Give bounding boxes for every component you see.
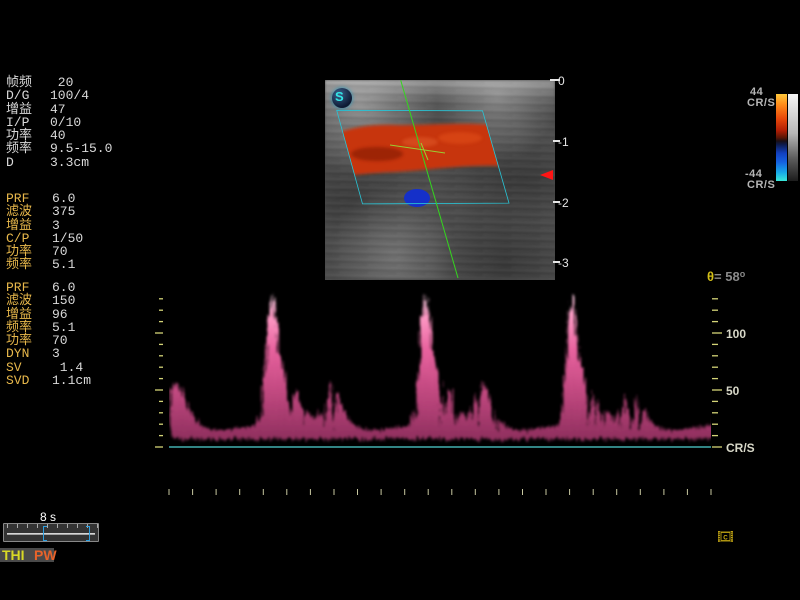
svg-text:C: C bbox=[723, 534, 728, 541]
